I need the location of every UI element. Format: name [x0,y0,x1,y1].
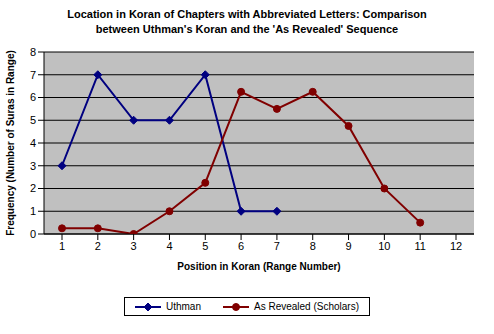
svg-text:3: 3 [131,240,137,252]
svg-text:2: 2 [95,240,101,252]
svg-text:6: 6 [30,91,36,103]
svg-text:10: 10 [378,240,390,252]
svg-text:5: 5 [30,114,36,126]
html-text:As Revealed (Scholars): As Revealed (Scholars) [254,301,359,312]
svg-text:8: 8 [310,240,316,252]
svg-text:0: 0 [30,228,36,240]
svg-text:9: 9 [345,240,351,252]
svg-text:Position in Koran (Range Numbe: Position in Koran (Range Number) [177,261,340,272]
svg-text:12: 12 [450,240,462,252]
html-text:Uthman: Uthman [166,301,201,312]
svg-text:4: 4 [30,137,36,149]
svg-text:5: 5 [202,240,208,252]
html-text:Location in Koran of Chapters: Location in Koran of Chapters with Abbre… [67,8,427,35]
svg-text:11: 11 [414,240,425,252]
svg-text:2: 2 [30,182,36,194]
svg-text:7: 7 [274,240,280,252]
svg-text:8: 8 [30,46,36,58]
svg-text:6: 6 [238,240,244,252]
svg-text:Frequency (Number of Suras in: Frequency (Number of Suras in Range) [8,50,16,236]
svg-text:1: 1 [59,240,65,252]
svg-text:4: 4 [166,240,172,252]
svg-text:1: 1 [30,205,36,217]
svg-text:7: 7 [30,69,36,81]
svg-text:3: 3 [30,160,36,172]
